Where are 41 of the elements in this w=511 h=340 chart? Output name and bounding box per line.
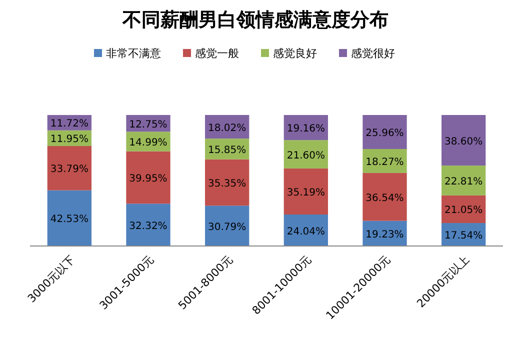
data-label: 14.99% (129, 138, 168, 149)
bar (47, 190, 92, 246)
bar (442, 115, 486, 166)
bar (126, 151, 170, 204)
bar (362, 115, 407, 150)
data-label: 35.19% (286, 187, 325, 198)
bar (205, 159, 250, 206)
data-label: 18.02% (208, 122, 246, 134)
data-label: 30.79% (208, 222, 246, 233)
legend-label: 感觉一般 (195, 47, 239, 60)
data-label: 39.95% (129, 173, 168, 184)
data-label: 19.23% (366, 229, 404, 240)
data-label: 35.35% (208, 178, 246, 190)
bar (284, 140, 328, 168)
data-label: 25.96% (366, 128, 404, 140)
data-label: 19.16% (286, 124, 325, 135)
data-label: 24.04% (286, 226, 325, 238)
legend-label: 非常不满意 (106, 47, 161, 60)
data-label: 12.75% (129, 119, 168, 130)
data-label: 11.95% (50, 134, 88, 146)
legend-label: 感觉很好 (351, 47, 395, 60)
bar (362, 172, 407, 221)
data-label: 11.72% (50, 118, 88, 130)
data-label: 21.60% (286, 150, 325, 162)
bar (47, 146, 92, 190)
data-label: 15.85% (208, 144, 246, 156)
bar (126, 204, 170, 246)
data-label: 42.53% (50, 214, 88, 226)
legend-label: 感觉良好 (273, 47, 317, 60)
data-label: 33.79% (50, 164, 88, 176)
data-label: 36.54% (366, 192, 404, 204)
data-label: 22.81% (444, 176, 483, 188)
bar (284, 168, 328, 215)
data-label: 18.27% (366, 156, 404, 168)
data-label: 38.60% (444, 136, 483, 148)
data-label: 21.05% (444, 205, 483, 216)
bar (205, 206, 250, 246)
data-label: 17.54% (444, 230, 483, 242)
chart-title: 不同薪酬男白领情感满意度分布 (122, 9, 388, 31)
data-label: 32.32% (129, 220, 168, 232)
bar (442, 166, 486, 196)
